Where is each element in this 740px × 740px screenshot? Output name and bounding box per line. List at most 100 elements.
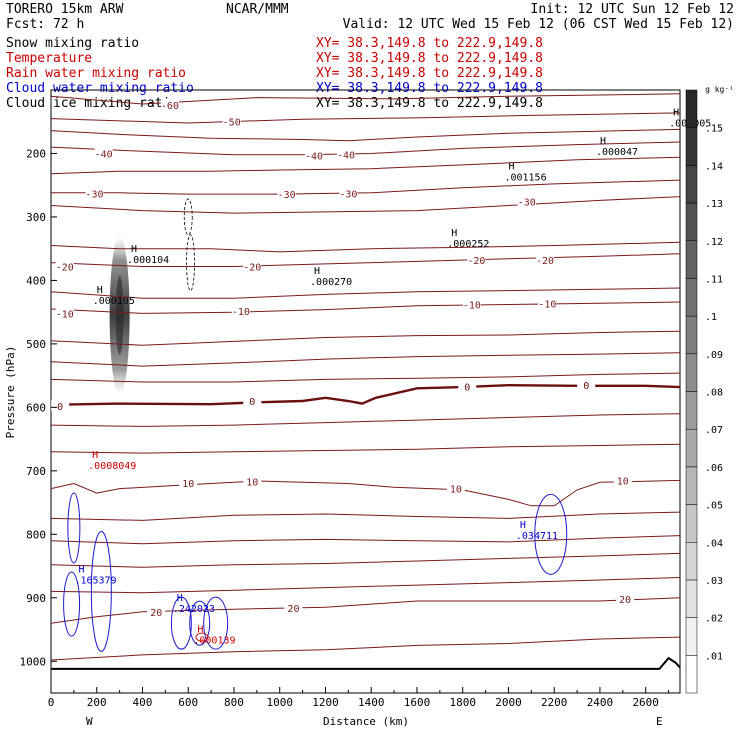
temperature-contour <box>51 179 681 195</box>
contour-label: 10 <box>617 476 629 487</box>
cloud-water-contour <box>189 600 211 646</box>
x-tick-label: 400 <box>133 696 153 709</box>
contour-label-bg <box>458 380 477 392</box>
contour-label: -20 <box>243 262 261 273</box>
temperature-contour <box>50 141 681 156</box>
x-tick-label: 2600 <box>632 696 659 709</box>
contour-label: -50 <box>223 118 241 129</box>
colorbar-swatch <box>685 165 698 204</box>
contour-label: -40 <box>305 151 323 162</box>
temperature-contour <box>50 413 681 427</box>
y-tick-label: 500 <box>26 338 46 351</box>
contour-label: 0 <box>57 402 63 413</box>
temperature-contour <box>50 511 681 521</box>
colorbar-swatch <box>685 127 698 166</box>
colorbar-tick-label: .11 <box>705 274 723 285</box>
temperature-contours <box>50 93 681 661</box>
legend-xy-temperature: XY= 38.3,149.8 to 222.9,149.8 <box>316 51 543 66</box>
contour-label-bg <box>538 297 557 309</box>
temperature-contour <box>50 372 681 383</box>
contour-label: -20 <box>536 256 554 267</box>
contour-label: 20 <box>150 608 162 619</box>
colorbar-tick-label: .06 <box>705 463 723 474</box>
colorbar-swatch <box>685 655 698 694</box>
maximum-marker: H <box>78 564 84 575</box>
x-tick-label: 200 <box>87 696 107 709</box>
temperature-contour <box>50 577 681 594</box>
contour-label-bg <box>337 148 356 160</box>
contour-label-bg <box>94 147 113 159</box>
temperature-contour <box>50 241 681 253</box>
contour-labels: -60 -50 -40 -40 -40 -30 -30 -30 -30 -20 -20 -20 -20 -… <box>51 99 635 619</box>
y-tick-label: 700 <box>26 465 46 478</box>
y-axis-label: Pressure (hPa) <box>4 346 17 439</box>
contour-label: 20 <box>287 604 299 615</box>
contour-label-bg <box>284 601 303 613</box>
contour-label: -30 <box>85 189 103 200</box>
contour-label-bg <box>577 379 596 391</box>
temperature-contour <box>50 352 681 367</box>
center-title: NCAR/MMM <box>226 2 289 17</box>
x-tick-label: 2000 <box>495 696 522 709</box>
x-tick-label: 800 <box>224 696 244 709</box>
temperature-contour <box>50 112 681 124</box>
contour-label: -20 <box>467 256 485 267</box>
contour-label: 20 <box>619 595 631 606</box>
colorbar-tick-label: .15 <box>705 124 723 135</box>
contour-label-bg <box>243 260 262 272</box>
contour-label-bg <box>243 395 262 407</box>
snow-shading-layer <box>109 235 130 395</box>
terrain-line <box>51 656 681 670</box>
field-legend: Snow mixing ratio XY= 38.3,149.8 to 222.… <box>6 36 543 111</box>
colorbar-swatch <box>685 278 698 317</box>
colorbar-swatch <box>685 504 698 543</box>
maximum-marker: H <box>197 625 203 636</box>
y-tick-label: 300 <box>26 211 46 224</box>
contour-label-bg <box>467 254 486 266</box>
colorbar-tick-label: .04 <box>705 538 723 549</box>
colorbar-swatch <box>685 240 698 279</box>
maxima-labels: H.000005H.000047H.001156H.000252H.000104… <box>74 107 711 646</box>
contour-label: -60 <box>161 101 179 112</box>
y-tick-label: 1000 <box>20 655 47 668</box>
model-title: TORERO 15km ARW <box>6 2 124 17</box>
contour-label: 0 <box>464 382 470 393</box>
contour-label-bg <box>536 254 555 266</box>
maximum-value: .242023 <box>173 604 215 615</box>
contour-label: -10 <box>56 309 74 320</box>
cloud-ice-contour <box>183 198 193 236</box>
colorbar-swatch <box>685 391 698 430</box>
colorbar: g kg⁻¹ .01 .02 .03 .04 .05 .06 .07 .08 .09 .1 .11.… <box>685 85 734 694</box>
legend-label-cloud-ice: Cloud ice mixing ratio <box>6 96 178 111</box>
plot-area: -60 -50 -40 -40 -40 -30 -30 -30 -30 -20 -20 -20 -20 -… <box>50 89 711 694</box>
x-tick-label: 1600 <box>404 696 431 709</box>
contour-label-bg <box>305 149 324 161</box>
colorbar-tick-label: .09 <box>705 350 723 361</box>
maximum-value: .000270 <box>310 277 352 288</box>
colorbar-swatch <box>685 202 698 241</box>
cloud-water-contour <box>63 571 81 637</box>
maximum-marker: H <box>131 244 137 255</box>
maximum-marker: H <box>600 136 606 147</box>
snow-plume-core <box>115 275 124 355</box>
maximum-marker: H <box>451 228 457 239</box>
x-tick-label: 2200 <box>541 696 568 709</box>
contour-label-bg <box>277 188 296 200</box>
maximum-marker: H <box>177 593 183 604</box>
contour-label: 10 <box>182 479 194 490</box>
maximum-marker: H <box>508 161 514 172</box>
colorbar-swatch <box>685 542 698 581</box>
x-tick-label: 0 <box>48 696 55 709</box>
maximum-marker: H <box>314 266 320 277</box>
temperature-contour <box>50 443 681 454</box>
contour-label: -10 <box>232 307 250 318</box>
colorbar-tick-label: .03 <box>705 576 723 587</box>
contour-label: 0 <box>583 381 589 392</box>
maximum-marker: H <box>520 520 526 531</box>
contour-label-bg <box>446 482 465 494</box>
maximum-value: .034711 <box>516 531 558 542</box>
contour-label: -10 <box>463 301 481 312</box>
maximum-value: .000047 <box>596 147 638 158</box>
y-axis: 200 300 400 500 600 700 800 900 1000 <box>20 147 57 668</box>
contour-label-bg <box>55 260 74 272</box>
